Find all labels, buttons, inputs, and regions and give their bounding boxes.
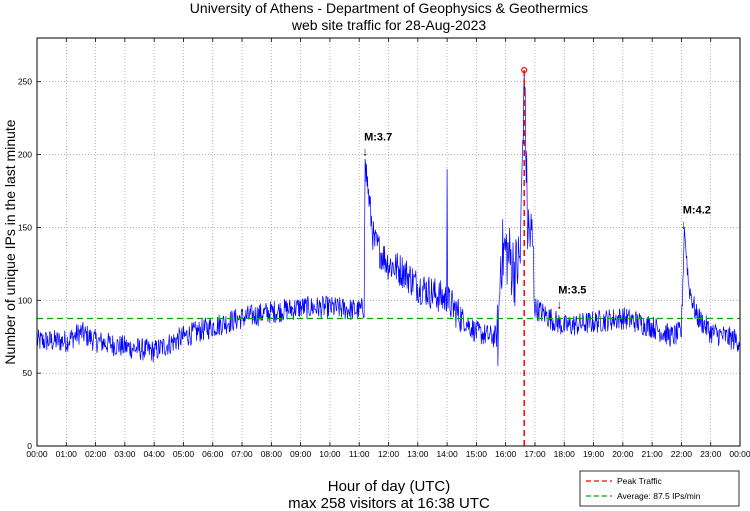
x-tick-label: 09:00: [290, 449, 312, 459]
x-tick-label: 15:00: [466, 449, 488, 459]
visitors-line: [36, 74, 741, 367]
legend: Peak Traffic Average: 87.5 IPs/min: [579, 470, 740, 507]
x-tick-label: 21:00: [641, 449, 663, 459]
x-tick-label: 00:00: [729, 449, 750, 459]
down-arrow-icon: ↓: [681, 217, 687, 231]
x-tick-label: 17:00: [524, 449, 546, 459]
x-tick-label: 05:00: [173, 449, 195, 459]
max-visitors-note: max 258 visitors at 16:38 UTC: [288, 495, 490, 511]
x-tick-label: 20:00: [612, 449, 634, 459]
x-tick-label: 14:00: [436, 449, 458, 459]
x-tick-label: 10:00: [319, 449, 341, 459]
ticks: 00:00 01:00 02:00 03:00 04:00 05:00 06:00 07:00…: [18, 38, 750, 459]
x-tick-label: 13:00: [407, 449, 429, 459]
x-tick-label: 04:00: [144, 449, 166, 459]
y-tick-label: 0: [27, 441, 32, 451]
down-arrow-icon: ↓: [556, 298, 562, 312]
grid: [37, 38, 740, 446]
y-tick-label: 100: [18, 295, 32, 305]
x-tick-label: 06:00: [202, 449, 224, 459]
x-tick-label: 00:00: [26, 449, 48, 459]
legend-box: [579, 470, 740, 507]
x-tick-label: 07:00: [231, 449, 253, 459]
chart-title: University of Athens - Department of Geo…: [190, 0, 588, 16]
y-tick-label: 200: [18, 150, 32, 160]
y-tick-label: 50: [23, 368, 33, 378]
x-tick-label: 18:00: [554, 449, 576, 459]
down-arrow-icon: ↓: [362, 145, 368, 159]
x-tick-label: 02:00: [85, 449, 107, 459]
x-tick-label: 22:00: [671, 449, 693, 459]
quake-annotation-label: M:4.2: [683, 204, 711, 216]
x-tick-label: 16:00: [495, 449, 517, 459]
quake-annotation-label: M:3.7: [364, 132, 392, 144]
plot-area: M:3.7↓M:3.5↓M:4.2↓: [36, 66, 741, 446]
x-tick-label: 23:00: [700, 449, 722, 459]
x-tick-label: 11:00: [349, 449, 370, 459]
x-tick-label: 03:00: [114, 449, 136, 459]
x-tick-label: 01:00: [56, 449, 78, 459]
x-tick-label: 12:00: [378, 449, 400, 459]
quake-annotation-label: M:3.5: [558, 285, 586, 297]
x-tick-label: 19:00: [583, 449, 605, 459]
y-axis-label: Number of unique IPs in the last minute: [2, 119, 18, 364]
plot-frame: [36, 37, 741, 447]
legend-peak-label: Peak Traffic: [617, 476, 662, 486]
peak-marker: [521, 66, 528, 74]
x-axis-label: Hour of day (UTC): [328, 478, 451, 495]
y-tick-label: 150: [18, 222, 32, 232]
chart-subtitle: web site traffic for 28-Aug-2023: [291, 17, 487, 33]
legend-average-label: Average: 87.5 IPs/min: [617, 491, 701, 501]
x-tick-label: 08:00: [261, 449, 283, 459]
y-tick-label: 250: [18, 77, 32, 87]
